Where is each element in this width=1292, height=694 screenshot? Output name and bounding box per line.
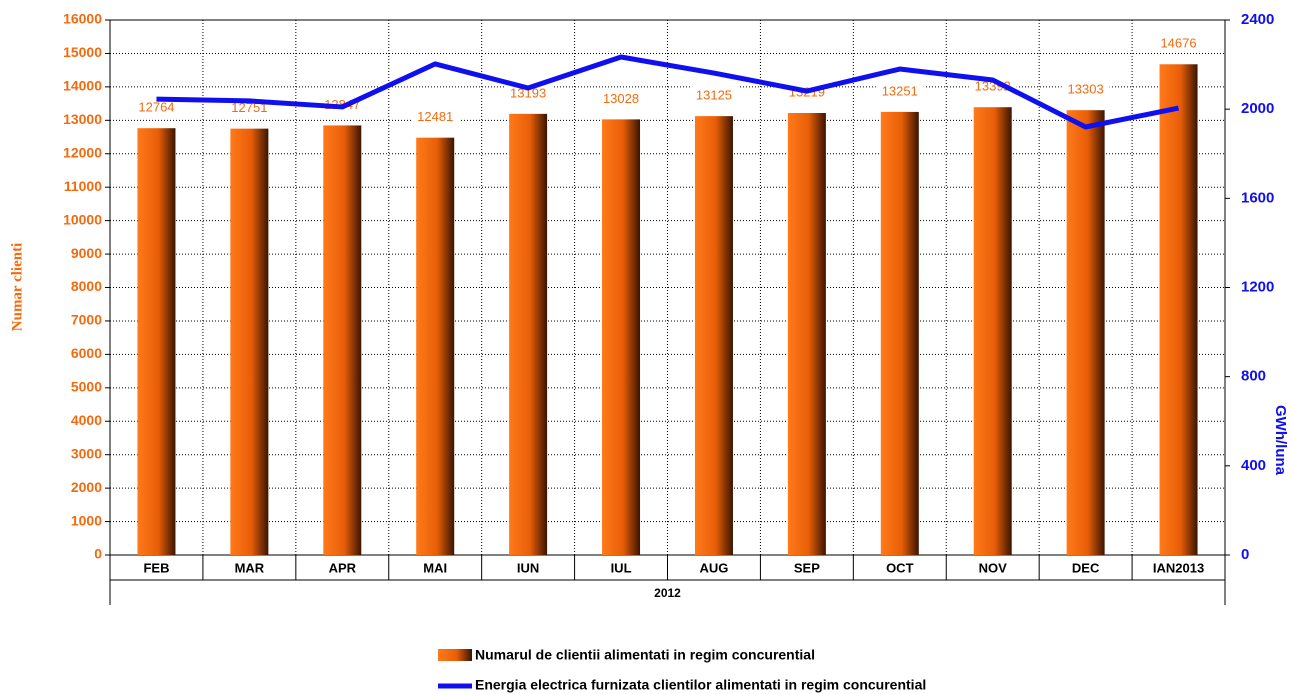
y-tick-label: 2000 [71, 479, 102, 495]
y-tick-label: 14000 [63, 78, 102, 94]
data-label: 12481 [417, 109, 453, 124]
data-label-bg [875, 81, 924, 100]
y-tick-label: 3000 [71, 445, 102, 461]
bar [509, 113, 548, 555]
data-label-bg [597, 89, 646, 108]
data-label-bg [504, 83, 553, 102]
y-axis-label: Numar clienti [9, 243, 25, 331]
bar [787, 112, 826, 555]
y-tick-label: 11000 [64, 178, 102, 194]
line [156, 54, 1180, 130]
y-tick-label: 10000 [63, 211, 102, 227]
data-label: 13125 [696, 88, 732, 103]
legend-label: Numarul de clientii alimentati in regim … [475, 647, 815, 663]
y-tick-label: 6000 [71, 345, 102, 361]
x-tick-label: SEP [794, 560, 820, 575]
y-tick-label: 16000 [63, 11, 102, 27]
y2-tick-label: 2400 [1241, 11, 1274, 28]
y-tick-label: 8000 [71, 278, 102, 294]
x-tick-label: DEC [1072, 560, 1100, 575]
data-label-bg [1154, 34, 1203, 53]
data-label-bg [132, 98, 181, 117]
y-tick-label: 4000 [71, 412, 102, 428]
legend-label: Energia electrica furnizata clientilor a… [475, 677, 926, 693]
y-tick-label: 7000 [71, 312, 102, 328]
data-label: 14676 [1160, 36, 1196, 51]
data-label: 13303 [1068, 82, 1104, 97]
data-label: 13193 [510, 85, 546, 100]
bar [973, 107, 1012, 555]
plot-frame [109, 19, 1226, 556]
y-tick-label: 1000 [71, 512, 102, 528]
x-tick-label: FEB [143, 560, 169, 575]
x-tick-label: IAN2013 [1153, 560, 1204, 575]
y2-tick-label: 0 [1241, 546, 1249, 563]
bar [416, 137, 455, 555]
group-label: 2012 [654, 586, 681, 600]
y2-tick-label: 1600 [1241, 189, 1274, 206]
bar [323, 125, 362, 555]
y-tick-label: 9000 [71, 245, 102, 261]
y-tick-label: 12000 [63, 144, 102, 160]
data-label: 13251 [882, 83, 918, 98]
data-label-bg [689, 86, 738, 105]
y2-tick-label: 1200 [1241, 278, 1274, 295]
x-tick-label: MAR [235, 560, 265, 575]
legend-swatch [438, 649, 472, 661]
bar [880, 111, 919, 556]
bar [694, 116, 733, 555]
x-tick-label: IUL [611, 560, 632, 575]
y-tick-label: 0 [94, 546, 102, 562]
data-label-bg [968, 77, 1017, 96]
y-tick-label: 5000 [71, 379, 102, 395]
data-label: 12764 [138, 100, 174, 115]
x-tick-label: NOV [979, 560, 1008, 575]
bar [1066, 110, 1105, 555]
data-label: 13028 [603, 91, 639, 106]
data-label-bg [1061, 80, 1110, 99]
x-tick-label: MAI [423, 560, 447, 575]
bar [137, 128, 176, 556]
y-tick-label: 13000 [63, 111, 102, 127]
y2-tick-label: 400 [1241, 457, 1266, 474]
x-tick-label: OCT [886, 560, 914, 575]
bar [1159, 64, 1198, 556]
data-label-bg [411, 107, 460, 126]
y2-tick-label: 800 [1241, 368, 1266, 385]
x-tick-label: AUG [700, 560, 729, 575]
x-tick-label: IUN [517, 560, 539, 575]
x-tick-label: APR [329, 560, 357, 575]
bar [230, 128, 269, 556]
bar [602, 119, 641, 555]
y2-axis-label: GWh/luna [1272, 405, 1289, 476]
y2-tick-label: 2000 [1241, 100, 1274, 117]
y-tick-label: 15000 [63, 44, 102, 60]
